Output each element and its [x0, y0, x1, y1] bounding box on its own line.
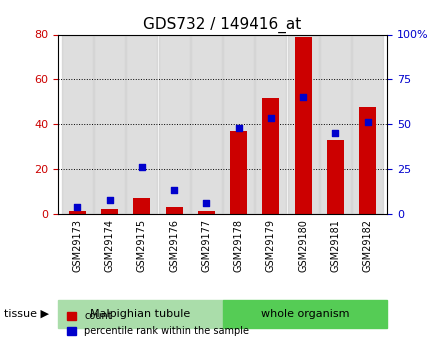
Text: Malpighian tubule: Malpighian tubule — [90, 309, 190, 319]
Legend: count, percentile rank within the sample: count, percentile rank within the sample — [63, 307, 253, 340]
Point — [106, 197, 113, 202]
Bar — [101, 209, 118, 214]
Bar — [166, 207, 182, 214]
Bar — [126, 34, 157, 214]
Bar — [94, 34, 125, 214]
Point — [364, 119, 371, 124]
Text: whole organism: whole organism — [261, 309, 349, 319]
Bar — [230, 131, 247, 214]
Point — [332, 130, 339, 136]
Bar — [69, 210, 86, 214]
Point — [138, 165, 146, 170]
Bar — [255, 34, 287, 214]
Bar — [158, 34, 190, 214]
Bar — [223, 34, 254, 214]
Bar — [327, 140, 344, 214]
Bar — [352, 34, 383, 214]
Point — [74, 204, 81, 209]
Bar — [134, 198, 150, 214]
Point — [267, 115, 275, 121]
Bar — [198, 210, 215, 214]
Text: tissue ▶: tissue ▶ — [4, 309, 49, 319]
Bar — [295, 37, 312, 214]
Bar — [320, 34, 351, 214]
Bar — [359, 107, 376, 214]
Point — [299, 95, 307, 100]
Bar — [288, 34, 319, 214]
Point — [235, 125, 242, 130]
Point — [170, 187, 178, 193]
Bar — [62, 34, 93, 214]
Bar — [263, 98, 279, 214]
Bar — [191, 34, 222, 214]
Point — [203, 200, 210, 206]
Text: GDS732 / 149416_at: GDS732 / 149416_at — [143, 17, 302, 33]
